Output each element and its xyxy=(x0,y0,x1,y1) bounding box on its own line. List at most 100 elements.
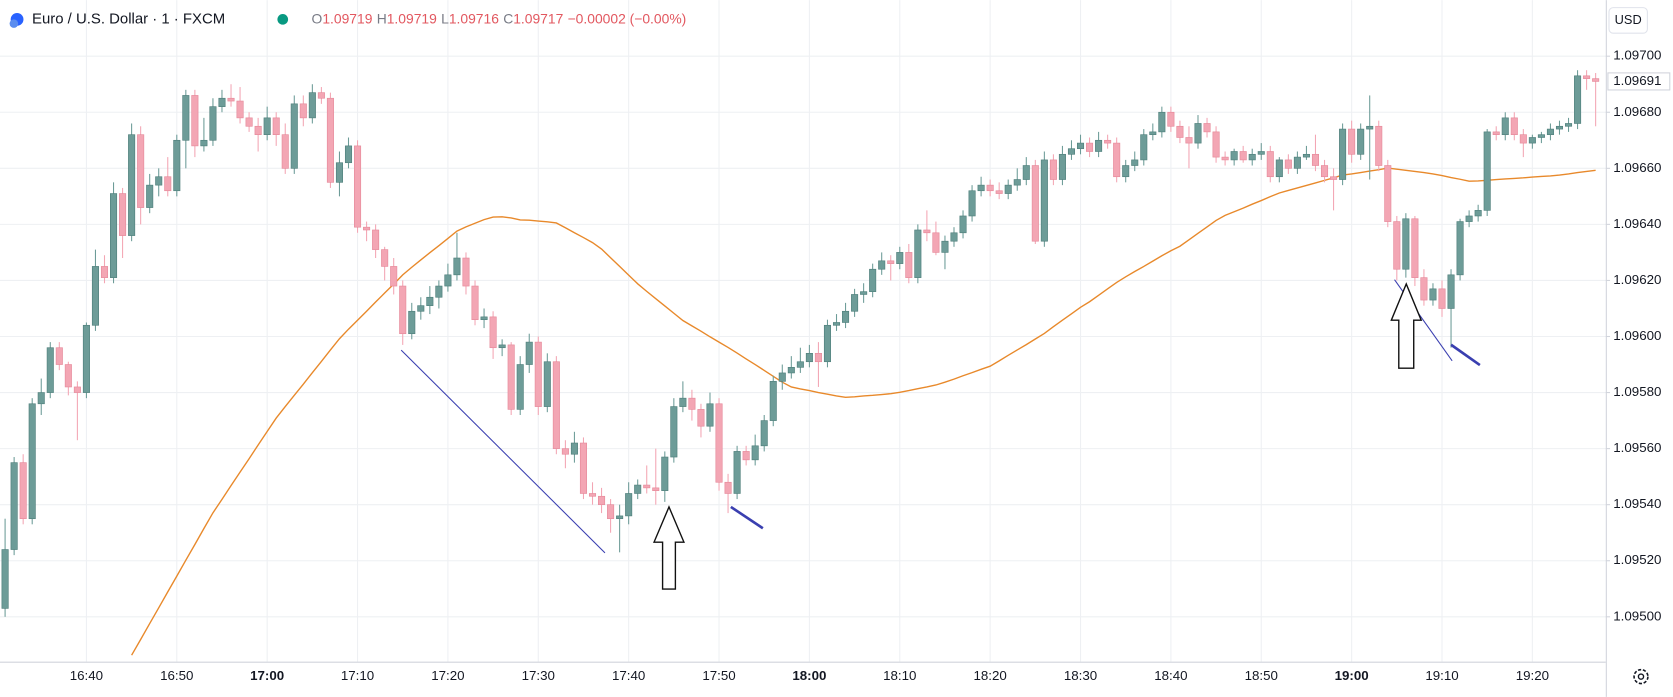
header: Euro / U.S. Dollar · 1 · FXCM O1.09719 H1… xyxy=(9,10,686,28)
candle-body xyxy=(1040,159,1048,242)
candle-body xyxy=(715,403,723,483)
candle-body xyxy=(1004,184,1012,194)
candle-body xyxy=(860,291,868,295)
candle-body xyxy=(986,184,994,192)
candle-body xyxy=(1140,134,1148,161)
x-tick-label: 17:50 xyxy=(702,668,735,683)
candle-body xyxy=(1167,111,1175,127)
x-tick-label: 17:00 xyxy=(250,668,284,683)
candle-body xyxy=(1519,134,1527,144)
candle-body xyxy=(851,294,859,312)
candle-body xyxy=(100,266,109,278)
candle-body xyxy=(1022,165,1030,180)
x-tick-label: 18:00 xyxy=(792,668,826,683)
candle-body xyxy=(91,266,99,326)
candle-body xyxy=(616,515,624,520)
candle-body xyxy=(200,139,208,147)
candle-body xyxy=(1501,117,1509,136)
x-tick-label: 18:40 xyxy=(1154,668,1187,683)
candle-body xyxy=(823,324,831,363)
candle-body xyxy=(1275,159,1283,178)
candle-body xyxy=(688,397,696,410)
trend-line xyxy=(730,505,764,530)
x-tick-label: 16:50 xyxy=(160,668,193,683)
settings-button[interactable] xyxy=(1633,668,1649,685)
candle-body xyxy=(1095,139,1103,152)
candle-body xyxy=(1592,78,1600,82)
candle-body xyxy=(498,344,506,349)
candle-body xyxy=(878,260,886,270)
candle-body xyxy=(444,274,452,287)
candle-body xyxy=(408,310,416,335)
y-tick-label: 1.09680 xyxy=(1613,104,1661,119)
y-tick-label: 1.09700 xyxy=(1613,48,1661,63)
candle-body xyxy=(543,361,551,407)
candle-body xyxy=(28,403,36,520)
candle-body xyxy=(1546,128,1554,136)
axes: 1.09500 1.09520 1.09540 1.09560 1.09580 1.096… xyxy=(70,48,1671,683)
candle-body xyxy=(941,240,949,253)
candle-body xyxy=(390,266,398,287)
candle-body xyxy=(64,364,72,388)
candle-body xyxy=(272,117,280,136)
market-status xyxy=(277,14,289,25)
candle-body xyxy=(1357,128,1365,155)
candles xyxy=(1,70,1600,617)
y-tick-label: 1.09660 xyxy=(1613,160,1661,175)
candle-body xyxy=(1067,148,1075,155)
candle-body xyxy=(1248,153,1256,161)
candle-body xyxy=(1339,128,1347,180)
candle-body xyxy=(182,95,190,141)
candle-body xyxy=(950,232,958,242)
candle-body xyxy=(977,184,985,192)
candle-body xyxy=(796,361,804,368)
x-tick-label: 18:10 xyxy=(883,668,916,683)
candle-body xyxy=(552,361,560,449)
x-tick-label: 19:20 xyxy=(1516,668,1549,683)
candle-body xyxy=(697,409,705,427)
candle-body xyxy=(652,487,660,491)
candle-body xyxy=(670,406,678,458)
candle-body xyxy=(354,145,362,228)
candle-body xyxy=(814,352,822,363)
candle-body xyxy=(896,252,904,264)
candle-body xyxy=(1176,125,1184,138)
candle-body xyxy=(832,322,841,326)
candle-body xyxy=(471,285,479,321)
symbol-title: Euro / U.S. Dollar · 1 · FXCM xyxy=(32,10,225,27)
candle-body xyxy=(1,549,9,609)
x-tick-label: 17:40 xyxy=(612,668,645,683)
arrow xyxy=(653,505,685,590)
candle-body xyxy=(1212,131,1220,158)
candle-body xyxy=(46,347,54,393)
ohlc-value: 1.09717 xyxy=(513,10,563,26)
candle-body xyxy=(995,190,1003,194)
candle-body xyxy=(1230,151,1238,161)
candle-body xyxy=(1330,176,1338,180)
candle-body xyxy=(1537,134,1545,138)
candle-body xyxy=(534,341,542,407)
candle-body xyxy=(1402,218,1410,270)
candle-body xyxy=(787,367,795,374)
candle-body xyxy=(805,352,813,363)
currency-button[interactable] xyxy=(1608,7,1648,34)
candle-body xyxy=(1149,131,1157,136)
candle-body xyxy=(1113,142,1121,178)
candle-body xyxy=(1429,288,1437,301)
candle-body xyxy=(1131,159,1139,166)
y-tick-label: 1.09500 xyxy=(1613,608,1661,623)
candle-body xyxy=(742,451,750,461)
x-tick-label: 19:00 xyxy=(1335,668,1369,683)
candle-body xyxy=(73,386,81,393)
candle-body xyxy=(462,257,470,287)
last-price-label: 1.09691 xyxy=(1613,73,1661,88)
candle-body xyxy=(968,190,976,217)
candle-body xyxy=(317,92,325,99)
candle-body xyxy=(923,229,931,234)
candle-body xyxy=(164,176,172,192)
candle-body xyxy=(1266,151,1274,178)
candle-body xyxy=(1311,153,1320,166)
ohlc-key: O xyxy=(312,10,323,26)
currency-label[interactable]: USD xyxy=(1615,12,1642,27)
candle-body xyxy=(1465,215,1473,222)
